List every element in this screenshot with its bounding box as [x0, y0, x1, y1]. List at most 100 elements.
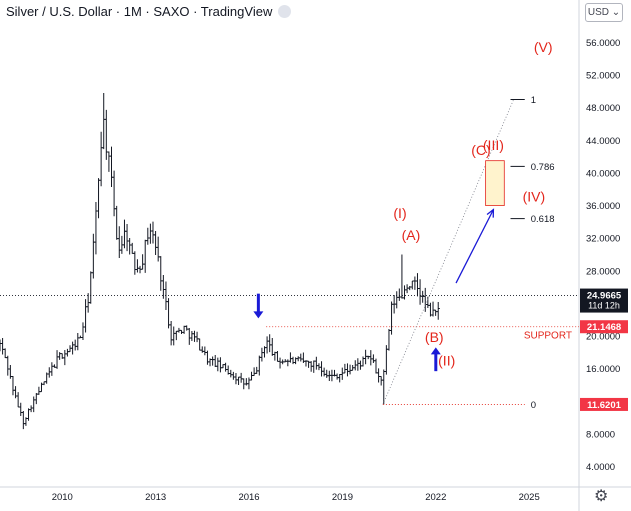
y-tick-label: 52.0000 — [586, 71, 620, 82]
candle — [213, 354, 217, 367]
candle — [55, 350, 59, 369]
candle — [270, 338, 274, 356]
y-tick-label: 28.0000 — [586, 266, 620, 277]
candle — [322, 367, 326, 377]
candle — [63, 349, 67, 366]
candle — [81, 322, 85, 341]
candle — [109, 146, 114, 187]
candle — [358, 360, 363, 370]
candle — [371, 354, 375, 364]
y-tick-label: 44.0000 — [586, 136, 620, 147]
currency-selector[interactable]: USD ⌄ — [585, 3, 623, 22]
candle — [218, 357, 223, 373]
current-price-label: 24.9665 — [587, 291, 622, 302]
candle — [146, 227, 150, 245]
wave-label: (V) — [534, 39, 553, 55]
price-badge-label: 21.1468 — [587, 322, 621, 333]
candle — [47, 367, 51, 378]
price-badge — [580, 397, 628, 411]
fib-level-label: 1 — [531, 95, 536, 106]
candle — [428, 302, 433, 317]
wave-label: (A) — [402, 227, 421, 243]
candle — [172, 326, 176, 346]
candle — [71, 341, 75, 355]
candle — [247, 377, 251, 390]
y-tick-label: 16.0000 — [586, 364, 620, 375]
candle — [94, 201, 98, 255]
candle — [102, 92, 106, 150]
candle — [133, 251, 137, 275]
candle — [278, 357, 282, 369]
candle — [122, 219, 127, 249]
candle — [397, 288, 401, 301]
candle — [288, 352, 293, 363]
target-box — [485, 160, 505, 206]
y-tick-label: 20.0000 — [586, 332, 620, 343]
candle — [156, 236, 160, 262]
candle — [286, 359, 290, 367]
candle — [268, 334, 272, 353]
candle — [369, 350, 373, 366]
up-arrow-head — [430, 347, 441, 355]
candle — [192, 330, 197, 342]
status-dot-icon[interactable] — [278, 5, 292, 18]
candle — [244, 378, 248, 386]
candle — [335, 373, 339, 380]
chart-header: Silver / U.S. Dollar · 1M · SAXO · Tradi… — [6, 4, 292, 19]
fib-trend-line — [382, 99, 514, 405]
candle — [389, 301, 394, 335]
candle — [327, 370, 331, 382]
candle — [423, 287, 427, 312]
x-tick-label: 2019 — [332, 492, 353, 503]
candle — [83, 299, 88, 333]
symbol-title: Silver / U.S. Dollar · 1M · SAXO · Tradi… — [6, 4, 273, 19]
candle — [21, 410, 25, 430]
candle — [198, 338, 202, 351]
candle — [348, 364, 352, 375]
candle — [0, 338, 5, 355]
candle — [130, 242, 134, 254]
fib-level-label: 0.618 — [531, 214, 555, 225]
candle — [151, 221, 155, 244]
y-tick-label: 56.0000 — [586, 38, 620, 49]
candle — [291, 356, 295, 365]
candle — [148, 223, 152, 244]
fib-level-label: 0 — [531, 400, 536, 411]
candle — [338, 373, 342, 383]
candle — [76, 332, 80, 351]
wave-label: (IV) — [523, 188, 546, 204]
y-tick-label: 32.0000 — [586, 234, 620, 245]
wave-label: (I) — [393, 205, 406, 221]
candle — [402, 285, 407, 300]
wave-label: (III) — [483, 137, 504, 153]
candle — [29, 405, 33, 413]
candle — [314, 356, 318, 370]
x-tick-label: 2025 — [519, 492, 540, 503]
candle — [296, 356, 300, 362]
candle — [231, 371, 235, 380]
price-badge-label: 11.6201 — [587, 400, 622, 411]
candle — [73, 339, 77, 351]
down-arrow-head — [253, 311, 264, 319]
candle — [6, 355, 10, 376]
current-price-badge — [580, 288, 628, 313]
candle — [153, 230, 158, 255]
x-tick-label: 2010 — [52, 492, 73, 503]
candle — [405, 284, 409, 294]
candle — [364, 349, 368, 365]
candle — [65, 348, 70, 357]
projection-arrow — [455, 209, 494, 284]
gear-icon[interactable]: ⚙ — [594, 488, 609, 505]
candle — [413, 276, 417, 290]
candle — [135, 259, 140, 273]
candle — [115, 205, 119, 240]
candle — [265, 336, 269, 354]
candle — [299, 353, 303, 362]
candle — [190, 330, 194, 342]
candle — [182, 325, 186, 334]
candle — [379, 376, 383, 386]
candle — [283, 359, 287, 363]
currency-label: USD — [587, 7, 609, 18]
fib-level-label: 0.786 — [531, 162, 555, 173]
